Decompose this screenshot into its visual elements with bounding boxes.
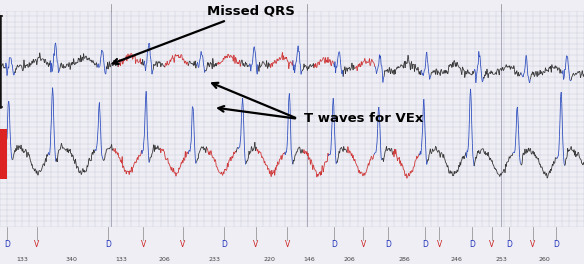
- Text: 233: 233: [208, 257, 220, 262]
- Text: Missed QRS: Missed QRS: [113, 4, 295, 64]
- Bar: [0, 129, 7, 179]
- Text: V: V: [361, 240, 366, 249]
- Text: D: D: [331, 240, 337, 249]
- Text: V: V: [180, 240, 185, 249]
- Text: D: D: [4, 240, 10, 249]
- Text: 17:05:21: 17:05:21: [91, 0, 131, 2]
- Text: 220: 220: [264, 257, 276, 262]
- Text: D: D: [385, 240, 391, 249]
- Text: V: V: [489, 240, 494, 249]
- Text: 340: 340: [65, 257, 77, 262]
- Text: V: V: [141, 240, 145, 249]
- Text: 246: 246: [451, 257, 463, 262]
- Text: V: V: [253, 240, 258, 249]
- Text: 146: 146: [304, 257, 315, 262]
- Text: D: D: [221, 240, 227, 249]
- Text: 17:05:22: 17:05:22: [287, 0, 326, 2]
- Text: 206: 206: [159, 257, 171, 262]
- Text: D: D: [422, 240, 428, 249]
- Text: V: V: [530, 240, 535, 249]
- Text: 260: 260: [538, 257, 550, 262]
- Text: V: V: [437, 240, 442, 249]
- Text: 17:05:23: 17:05:23: [481, 0, 521, 2]
- Text: T waves for VEx: T waves for VEx: [304, 112, 423, 125]
- Text: 253: 253: [495, 257, 507, 262]
- Text: D: D: [469, 240, 475, 249]
- Text: 286: 286: [398, 257, 410, 262]
- Text: 133: 133: [116, 257, 127, 262]
- Text: 206: 206: [343, 257, 355, 262]
- Text: D: D: [105, 240, 111, 249]
- Text: V: V: [34, 240, 39, 249]
- Text: D: D: [506, 240, 512, 249]
- Text: D: D: [553, 240, 559, 249]
- Text: 133: 133: [16, 257, 28, 262]
- Text: V: V: [285, 240, 290, 249]
